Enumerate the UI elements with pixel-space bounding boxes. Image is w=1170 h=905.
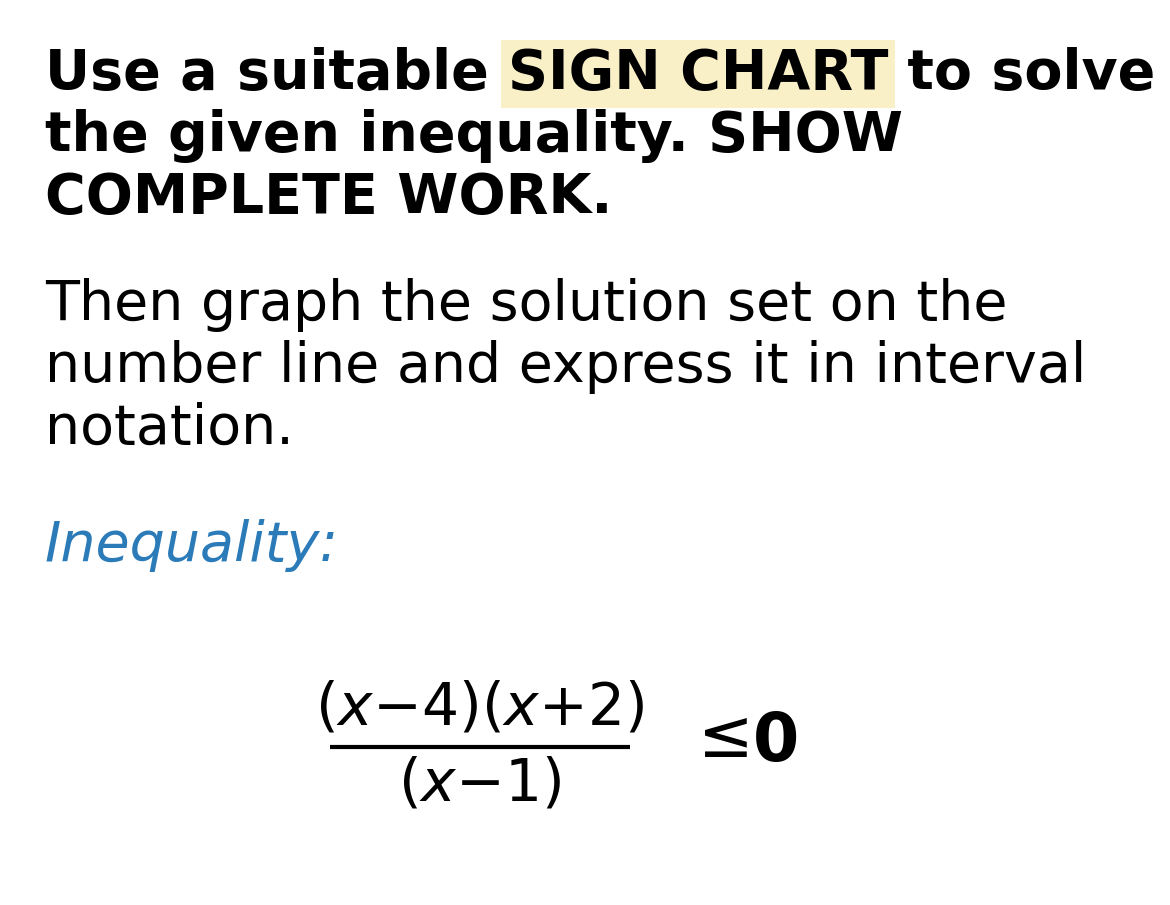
Text: notation.: notation. bbox=[44, 402, 294, 456]
Text: $(x{-}4)(x{+}2)$: $(x{-}4)(x{+}2)$ bbox=[316, 681, 645, 737]
Text: the given inequality. SHOW: the given inequality. SHOW bbox=[44, 109, 903, 163]
Text: number line and express it in interval: number line and express it in interval bbox=[44, 340, 1087, 394]
Text: $(x{-}1)$: $(x{-}1)$ bbox=[399, 757, 562, 813]
Text: 0: 0 bbox=[753, 709, 799, 775]
Text: Then graph the solution set on the: Then graph the solution set on the bbox=[44, 278, 1007, 332]
Text: SIGN CHART: SIGN CHART bbox=[508, 47, 888, 101]
Text: Use a suitable: Use a suitable bbox=[44, 47, 508, 101]
Text: Inequality:: Inequality: bbox=[44, 519, 339, 572]
Text: to solve: to solve bbox=[888, 47, 1156, 101]
Text: $\leq$: $\leq$ bbox=[684, 711, 749, 773]
Text: COMPLETE WORK.: COMPLETE WORK. bbox=[44, 171, 612, 225]
